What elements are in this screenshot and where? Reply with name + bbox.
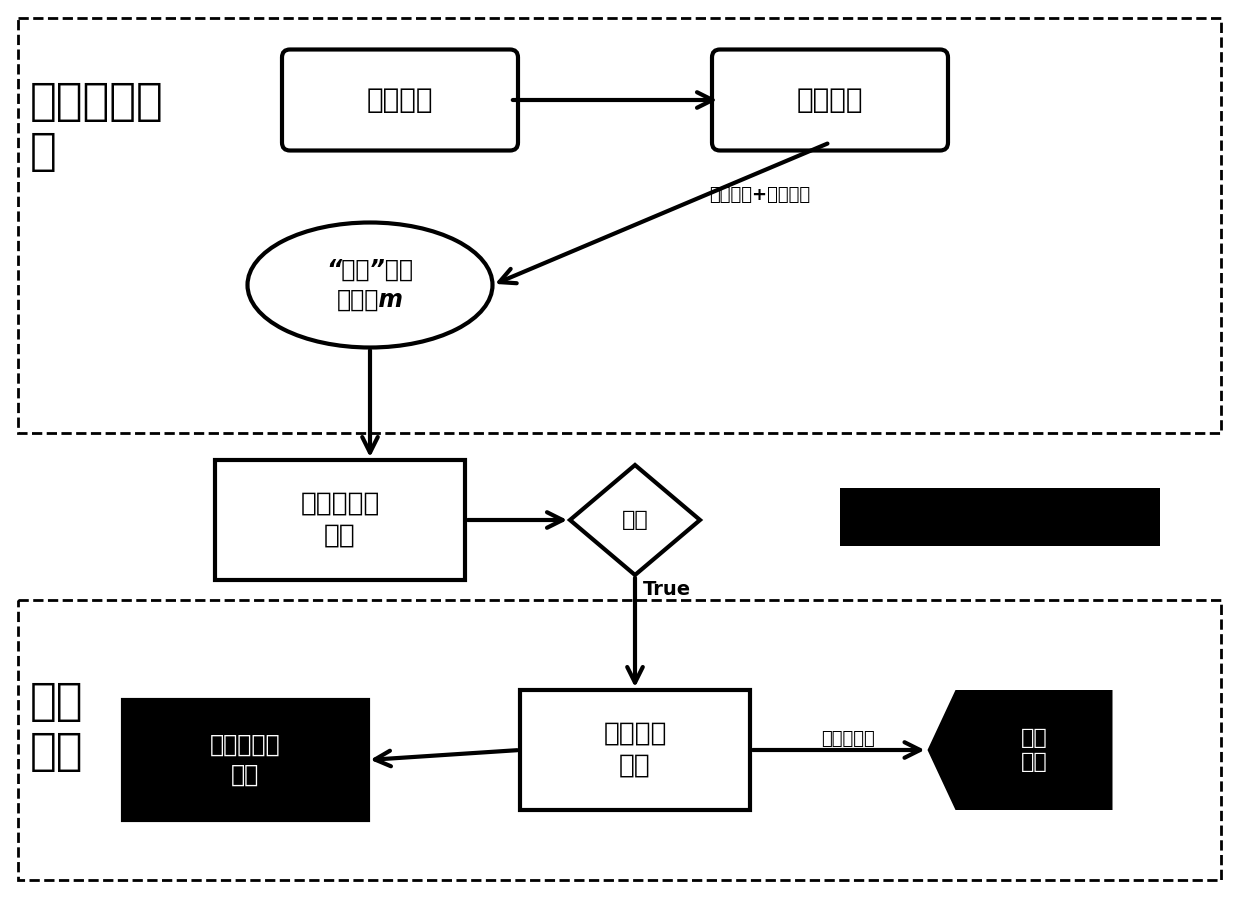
Polygon shape xyxy=(19,18,1220,433)
Polygon shape xyxy=(19,600,1220,880)
FancyBboxPatch shape xyxy=(282,50,518,151)
FancyBboxPatch shape xyxy=(712,50,948,151)
FancyBboxPatch shape xyxy=(520,690,750,810)
Text: 数据可视化
程序: 数据可视化 程序 xyxy=(209,733,280,787)
FancyBboxPatch shape xyxy=(123,700,368,820)
Polygon shape xyxy=(928,690,1113,810)
Text: 空间碎片检
测: 空间碎片检 测 xyxy=(30,80,164,173)
Polygon shape xyxy=(570,465,700,575)
Text: 数据
产品: 数据 产品 xyxy=(1021,728,1047,772)
Text: 贝叶斯回归
模型: 贝叶斯回归 模型 xyxy=(300,491,379,549)
Text: 遍历搜索+相干积累: 遍历搜索+相干积累 xyxy=(710,186,810,204)
Ellipse shape xyxy=(248,223,492,347)
Text: “目标”运动
观测值m: “目标”运动 观测值m xyxy=(327,258,414,312)
Text: 设置参数: 设置参数 xyxy=(367,86,434,114)
FancyBboxPatch shape xyxy=(840,488,1160,546)
Text: 生成并保存: 生成并保存 xyxy=(820,730,875,748)
FancyBboxPatch shape xyxy=(216,460,465,580)
Text: 判决: 判决 xyxy=(622,510,648,530)
Text: 后续
处理: 后续 处理 xyxy=(30,680,83,773)
Text: 读取数据: 读取数据 xyxy=(797,86,864,114)
Text: True: True xyxy=(643,580,691,599)
Text: 轨道参数
提取: 轨道参数 提取 xyxy=(603,721,667,779)
